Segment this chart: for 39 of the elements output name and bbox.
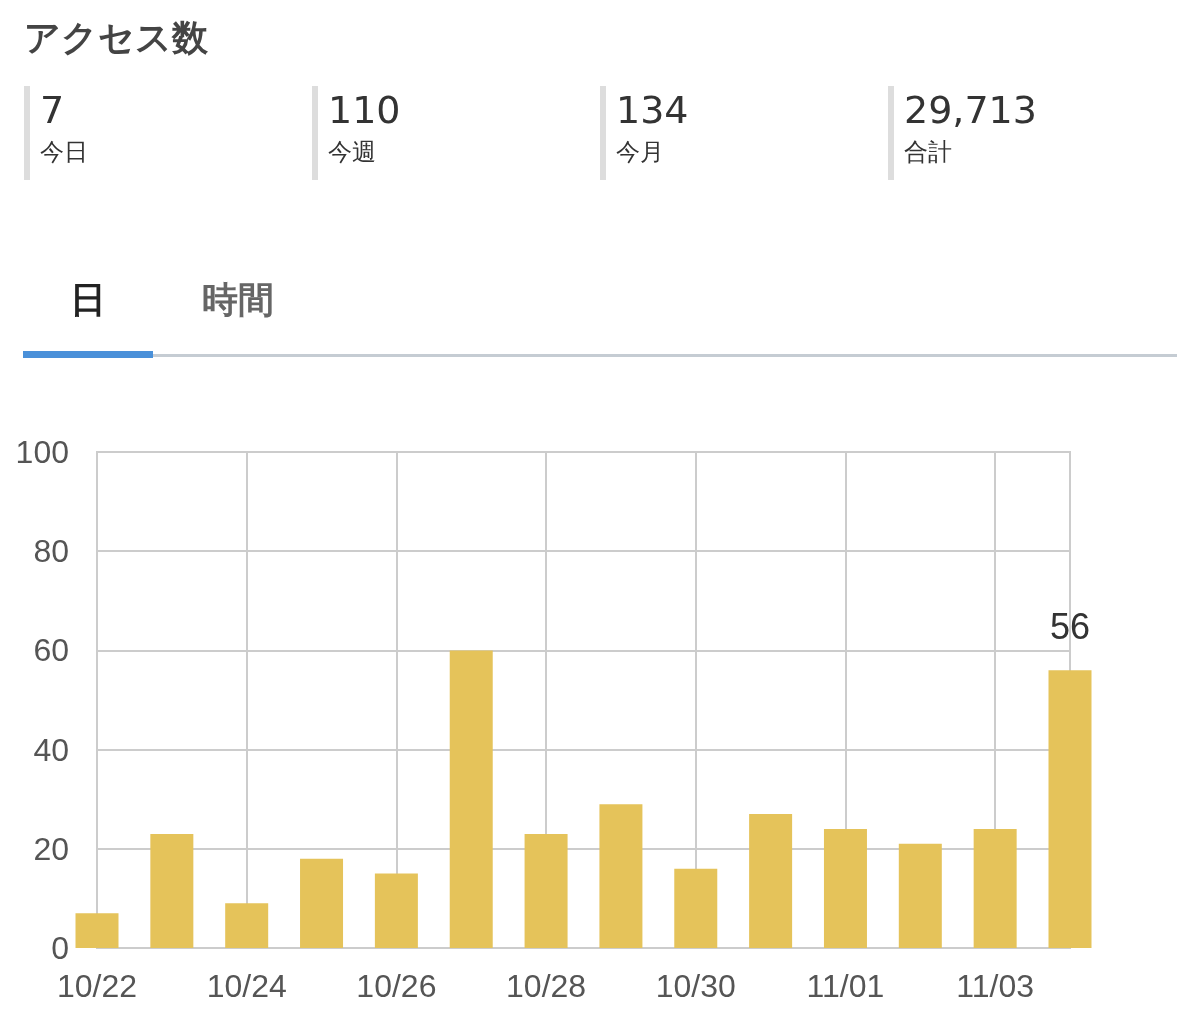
bar: [150, 833, 194, 948]
x-tick-label: 10/30: [655, 968, 736, 1004]
x-tick-label: 11/01: [806, 968, 885, 1004]
text: 110: [328, 87, 401, 134]
text: 今週: [328, 137, 377, 168]
y-tick-label: 40: [33, 731, 69, 768]
text: 29,713: [904, 87, 1037, 134]
text: 134: [616, 87, 689, 134]
data-label: 56: [1049, 605, 1091, 647]
x-tick-label: 10/26: [356, 968, 437, 1004]
x-tick-label: 11/03: [956, 968, 1035, 1004]
bar: [823, 828, 867, 948]
text: アクセス数: [24, 16, 208, 60]
text: 合計: [904, 137, 953, 168]
bar: [898, 843, 942, 948]
bar: [449, 650, 493, 948]
text: 日: [70, 278, 106, 322]
y-tick-label: 20: [33, 830, 69, 867]
y-tick-label: 0: [51, 930, 69, 966]
text: 時間: [202, 278, 274, 322]
bar: [973, 828, 1017, 948]
y-tick-label: 80: [33, 533, 69, 570]
bar: [225, 903, 269, 948]
bar: [1048, 670, 1092, 948]
text: 7: [40, 87, 66, 134]
text: 今月: [616, 137, 665, 168]
bar: [674, 868, 718, 948]
bar: [300, 858, 344, 948]
bar: [749, 814, 793, 948]
bar: [75, 913, 119, 948]
x-tick-label: 10/22: [56, 968, 138, 1004]
y-tick-label: 60: [33, 632, 69, 669]
x-tick-label: 10/24: [206, 968, 287, 1004]
text: 今日: [40, 137, 88, 168]
x-tick-label: 10/28: [506, 968, 587, 1004]
bar: [524, 833, 568, 948]
bar: [374, 873, 418, 948]
y-tick-label: 100: [15, 434, 69, 470]
bar: [599, 804, 643, 948]
